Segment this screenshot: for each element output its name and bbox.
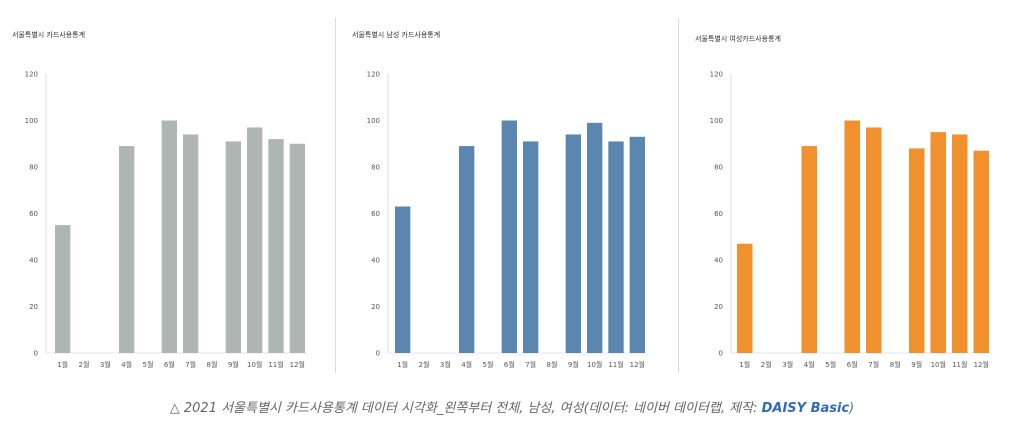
x-tick-label: 12월 — [290, 360, 305, 369]
y-tick-label: 120 — [710, 71, 723, 79]
chart-panel-female: 서울특별시 여성카드사용통계 0 20 40 60 80 100 120 1월 2월 3월 4월 5월… — [683, 22, 1013, 372]
y-tick-label: 100 — [710, 117, 723, 125]
x-tick-label: 2월 — [79, 360, 90, 369]
x-tick-label: 7월 — [525, 360, 536, 369]
bar — [394, 206, 411, 353]
x-tick-label: 11월 — [608, 360, 623, 369]
x-tick-label: 5월 — [825, 360, 836, 369]
y-tick-label: 80 — [371, 164, 380, 172]
bar — [161, 120, 178, 353]
bar — [629, 136, 646, 353]
bar — [930, 132, 946, 353]
y-tick-label: 20 — [29, 303, 38, 311]
caption-suffix: ) — [849, 401, 855, 416]
x-tick-label: 8월 — [207, 360, 218, 369]
bar — [586, 122, 603, 353]
bar — [565, 134, 582, 353]
bar — [737, 243, 753, 353]
bar — [522, 141, 539, 353]
bar — [952, 134, 968, 353]
bar — [118, 146, 135, 353]
x-tick-label: 12월 — [630, 360, 645, 369]
y-tick-label: 40 — [371, 257, 380, 265]
panel-divider-2 — [678, 18, 679, 373]
chart-title-total: 서울특별시 카드사용통계 — [12, 31, 86, 39]
x-tick-label: 12월 — [974, 360, 989, 369]
y-tick-label: 80 — [714, 164, 723, 172]
caption-credit-link[interactable]: DAISY Basic — [761, 401, 850, 416]
x-tick-label: 9월 — [228, 360, 239, 369]
x-tick-label: 11월 — [952, 360, 967, 369]
y-tick-label: 60 — [371, 210, 380, 218]
y-tick-label: 60 — [29, 210, 38, 218]
x-tick-label: 3월 — [782, 360, 793, 369]
chart-panel-male: 서울특별시 남성 카드사용통계 0 20 40 60 80 100 120 1월 2월 3월 4월 5… — [340, 22, 670, 372]
x-tick-label: 3월 — [440, 360, 451, 369]
x-tick-label: 6월 — [847, 360, 858, 369]
bar-chart-female: 0 20 40 60 80 100 120 1월 2월 3월 4월 5월 6월 7월 8월 9월 10월 11월 1… — [710, 71, 992, 369]
x-tick-label: 10월 — [587, 360, 602, 369]
y-tick-label: 120 — [25, 71, 38, 79]
bar — [866, 127, 882, 353]
y-tick-label: 0 — [34, 350, 38, 358]
x-tick-label: 7월 — [868, 360, 879, 369]
bar-chart-male: 0 20 40 60 80 100 120 1월 2월 3월 4월 5월 6월 7월 8월 9월 10월 11월 1… — [367, 71, 648, 369]
chart-title-female: 서울특별시 여성카드사용통계 — [695, 35, 781, 43]
y-tick-label: 100 — [367, 117, 380, 125]
x-tick-label: 1월 — [739, 360, 750, 369]
figure-caption: △ 2021 서울특별시 카드사용통계 데이터 시각화_왼쪽부터 전체, 남성,… — [0, 397, 1024, 416]
x-tick-label: 5월 — [483, 360, 494, 369]
x-tick-label: 1월 — [397, 360, 408, 369]
bar — [844, 120, 860, 353]
bar — [501, 120, 518, 353]
bar — [268, 139, 284, 353]
x-tick-label: 7월 — [185, 360, 196, 369]
x-tick-label: 11월 — [268, 360, 283, 369]
x-tick-label: 2월 — [761, 360, 772, 369]
bar — [608, 141, 624, 353]
y-tick-label: 20 — [371, 303, 380, 311]
x-tick-label: 8월 — [890, 360, 901, 369]
y-tick-label: 120 — [367, 71, 380, 79]
x-tick-label: 4월 — [121, 360, 132, 369]
x-tick-label: 4월 — [804, 360, 815, 369]
bar — [225, 141, 242, 353]
y-tick-label: 80 — [29, 164, 38, 172]
x-tick-label: 6월 — [164, 360, 175, 369]
y-tick-label: 100 — [25, 117, 38, 125]
chart-panel-total: 서울특별시 카드사용통계 0 20 40 60 80 100 120 1월 2월 3월 4월 5월 6월… — [0, 22, 330, 372]
bar-chart-total: 0 20 40 60 80 100 120 1월 2월 3월 4월 5월 6월 7월 8월 9월 10월 11월 1… — [25, 71, 308, 369]
x-tick-label: 1월 — [57, 360, 68, 369]
bar — [182, 134, 199, 353]
y-tick-label: 40 — [29, 257, 38, 265]
x-tick-label: 5월 — [143, 360, 154, 369]
x-tick-label: 10월 — [931, 360, 946, 369]
y-tick-label: 0 — [719, 350, 723, 358]
y-tick-label: 20 — [714, 303, 723, 311]
chart-title-male: 서울특별시 남성 카드사용통계 — [352, 31, 441, 39]
x-tick-label: 8월 — [547, 360, 558, 369]
bar — [973, 150, 989, 353]
x-tick-label: 10월 — [247, 360, 262, 369]
bar — [458, 146, 475, 353]
y-tick-label: 40 — [714, 257, 723, 265]
x-tick-label: 9월 — [568, 360, 579, 369]
panel-divider-1 — [335, 18, 336, 373]
x-tick-label: 6월 — [504, 360, 515, 369]
caption-text: △ 2021 서울특별시 카드사용통계 데이터 시각화_왼쪽부터 전체, 남성,… — [169, 401, 762, 416]
bar — [289, 143, 306, 353]
y-tick-label: 60 — [714, 210, 723, 218]
bar — [801, 146, 817, 353]
x-tick-label: 2월 — [419, 360, 430, 369]
x-tick-label: 4월 — [461, 360, 472, 369]
x-tick-label: 9월 — [911, 360, 922, 369]
bar — [909, 148, 925, 353]
bar — [246, 127, 263, 353]
y-tick-label: 0 — [376, 350, 380, 358]
bar — [54, 225, 71, 353]
x-tick-label: 3월 — [100, 360, 111, 369]
